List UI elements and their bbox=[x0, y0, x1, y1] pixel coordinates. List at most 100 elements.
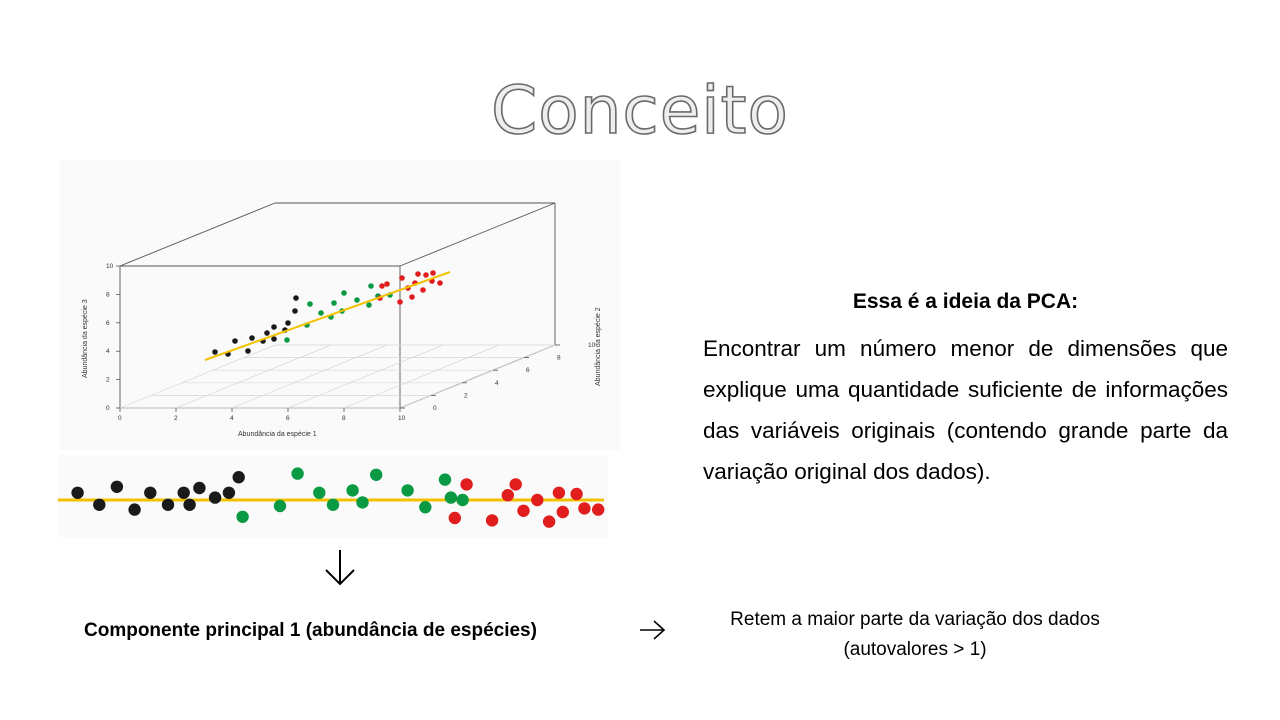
x-tick-label: 8 bbox=[342, 415, 346, 422]
pc1-point-green bbox=[356, 496, 369, 509]
scatter-point-3d bbox=[379, 283, 385, 289]
z-tick-label: 0 bbox=[106, 405, 110, 412]
y-tick-label: 4 bbox=[495, 380, 499, 387]
retem-text: Retem a maior parte da variação dos dado… bbox=[690, 605, 1140, 665]
pc1-point-red bbox=[578, 502, 591, 515]
pc1-point-green bbox=[346, 484, 359, 497]
pc1-point-red bbox=[570, 487, 583, 501]
z-tick-label: 2 bbox=[106, 377, 110, 384]
pc1-point-red bbox=[552, 486, 566, 499]
pca-3d-scatter-plot: 0 0 0 2 2 2 4 4 4 6 6 6 8 8 8 10 10 10 Abundância da espé… bbox=[60, 160, 620, 450]
pc1-point-green bbox=[419, 501, 432, 514]
pc1-projection-svg bbox=[58, 467, 605, 528]
scatter-point-3d bbox=[437, 280, 443, 286]
pc1-point-black bbox=[177, 486, 190, 499]
scatter-point-3d bbox=[318, 310, 324, 316]
y-tick-label: 0 bbox=[433, 405, 437, 412]
scatter-point-3d bbox=[430, 270, 436, 276]
pc1-point-black bbox=[110, 480, 124, 493]
slide-title: Conceito bbox=[490, 71, 789, 150]
pc1-point-red bbox=[485, 514, 499, 527]
pc1-point-black bbox=[161, 498, 175, 511]
pc1-point-red bbox=[448, 511, 461, 525]
scatter-point-3d bbox=[271, 324, 277, 330]
y-tick-label: 8 bbox=[557, 355, 561, 362]
pc1-point-red bbox=[556, 505, 569, 519]
scatter-point-3d bbox=[420, 287, 426, 293]
z-tick-label: 4 bbox=[106, 348, 110, 355]
scatter-point-3d bbox=[271, 336, 277, 342]
scatter-point-3d bbox=[285, 320, 291, 326]
x-tick-label: 10 bbox=[398, 415, 406, 422]
pc1-point-green bbox=[456, 493, 469, 507]
scatter-point-3d bbox=[397, 299, 403, 305]
scatter-point-3d bbox=[409, 294, 415, 300]
scatter-point-3d bbox=[307, 301, 313, 307]
pc1-point-black bbox=[128, 503, 141, 516]
y-axis-label: Abundância da espécie 2 bbox=[595, 307, 602, 386]
pc1-point-green bbox=[444, 491, 458, 504]
right-arrow-icon bbox=[640, 620, 666, 640]
y-tick-label: 10 bbox=[588, 342, 596, 349]
scatter-point-3d bbox=[292, 308, 298, 314]
pc1-point-green bbox=[236, 510, 249, 523]
scatter-point-3d bbox=[284, 337, 290, 343]
z-tick-label: 10 bbox=[106, 263, 114, 270]
pc1-point-red bbox=[531, 493, 544, 507]
x-tick-label: 6 bbox=[286, 415, 290, 422]
z-tick-label: 8 bbox=[106, 291, 110, 298]
z-tick-label: 6 bbox=[106, 320, 110, 327]
scatter-point-3d bbox=[423, 272, 429, 278]
pc1-point-black bbox=[183, 498, 196, 511]
pc1-point-green bbox=[273, 499, 287, 513]
scatter-point-3d bbox=[245, 348, 251, 354]
pc1-point-black bbox=[93, 498, 106, 511]
x-tick-label: 0 bbox=[118, 415, 122, 422]
x-tick-label: 4 bbox=[230, 415, 234, 422]
pca-3d-scatter-svg: 0 0 0 2 2 2 4 4 4 6 6 6 8 8 8 10 10 10 Abundância da espé… bbox=[82, 202, 602, 438]
pc1-point-red bbox=[517, 504, 530, 517]
pca-heading: Essa é a ideia da PCA: bbox=[852, 290, 1079, 313]
scatter-point-3d bbox=[232, 338, 238, 344]
scatter-point-3d bbox=[293, 295, 299, 301]
pc1-point-black bbox=[193, 481, 206, 495]
z-axis-label: Abundância da espécie 3 bbox=[82, 299, 89, 378]
scatter-point-3d bbox=[212, 349, 218, 355]
scatter-point-3d bbox=[368, 283, 374, 289]
pc1-point-black bbox=[71, 486, 84, 499]
pc1-point-green bbox=[438, 473, 452, 486]
scatter-point-3d bbox=[341, 290, 347, 296]
scatter-point-3d bbox=[366, 302, 372, 308]
x-tick-label: 2 bbox=[174, 415, 178, 422]
pc1-point-red bbox=[542, 515, 556, 528]
y-tick-label: 2 bbox=[464, 392, 468, 399]
pc1-point-black bbox=[232, 471, 245, 484]
retem-line-2: (autovalores > 1) bbox=[843, 639, 987, 660]
pc1-point-green bbox=[291, 467, 304, 480]
pc1-point-black bbox=[208, 491, 222, 504]
scatter-point-3d bbox=[399, 275, 405, 281]
pc1-point-red bbox=[592, 503, 605, 516]
pc1-point-green bbox=[313, 486, 326, 499]
regression-line bbox=[204, 271, 451, 361]
retem-line-1: Retem a maior parte da variação dos dado… bbox=[730, 609, 1100, 630]
scatter-point-3d bbox=[384, 281, 390, 287]
scatter-point-3d bbox=[249, 335, 255, 341]
y-tick-label: 6 bbox=[526, 367, 530, 374]
pc1-point-red bbox=[509, 478, 522, 491]
x-axis-label: Abundância da espécie 1 bbox=[238, 431, 317, 438]
pc1-point-red bbox=[501, 489, 514, 502]
scatter-point-3d bbox=[354, 297, 360, 303]
pc1-point-black bbox=[222, 486, 236, 499]
component-label: Componente principal 1 (abundância de es… bbox=[84, 620, 537, 641]
scatter-point-3d bbox=[264, 330, 270, 336]
pc1-projection-strip bbox=[58, 455, 608, 537]
down-arrow-icon bbox=[325, 550, 355, 586]
pc1-point-green bbox=[326, 498, 340, 511]
pc1-point-green bbox=[401, 484, 414, 497]
pca-body-text: Encontrar um número menor de dimensões q… bbox=[703, 336, 1228, 484]
pc1-point-red bbox=[460, 478, 473, 491]
pc1-point-green bbox=[370, 468, 383, 481]
scatter-point-3d bbox=[415, 271, 421, 277]
scatter-point-3d bbox=[331, 300, 337, 306]
